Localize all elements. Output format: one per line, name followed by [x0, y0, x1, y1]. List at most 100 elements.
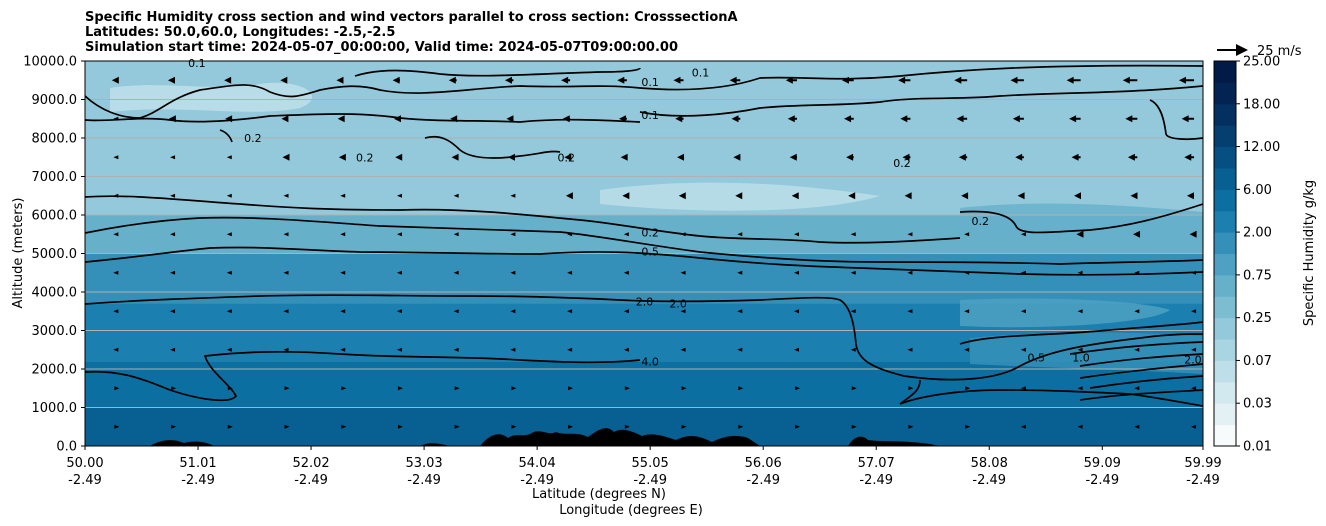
wind-arrowhead — [340, 270, 346, 275]
wind-vector — [729, 76, 741, 84]
wind-arrowhead — [225, 115, 233, 123]
wind-vector — [1127, 153, 1138, 161]
wind-vector — [789, 153, 797, 161]
contour-line — [219, 129, 233, 143]
wind-vector — [794, 386, 800, 391]
contour-line — [1079, 389, 1203, 401]
wind-arrowhead — [738, 386, 744, 391]
wind-vector — [1134, 270, 1140, 275]
contour-line — [85, 294, 1203, 381]
wind-arrowhead — [111, 76, 119, 84]
wind-arrowhead — [453, 232, 459, 237]
chart-title-line-3: Simulation start time: 2024-05-07_00:00:… — [85, 40, 678, 55]
colorbar-segment — [1214, 296, 1236, 319]
wind-vector — [341, 424, 347, 429]
wind-vector — [1069, 115, 1081, 123]
x-tick-label-latitude: 59.99 — [1184, 456, 1221, 471]
wind-arrowhead — [738, 424, 744, 429]
wind-vector — [850, 309, 856, 314]
wind-vector — [793, 309, 799, 314]
wind-vector — [170, 347, 176, 352]
wind-vector — [1191, 347, 1197, 352]
wind-vector — [397, 386, 403, 391]
colorbar-segment — [1214, 317, 1236, 340]
wind-vector — [731, 115, 741, 123]
x-tick-label-latitude: 52.02 — [292, 456, 329, 471]
wind-vector — [453, 232, 459, 237]
colorbar-segment — [1214, 146, 1236, 169]
wind-vector — [510, 193, 516, 198]
contour-line — [959, 321, 1203, 345]
wind-arrowhead — [956, 115, 964, 123]
wind-arrowhead — [1020, 347, 1026, 352]
wind-vector — [1134, 309, 1140, 314]
wind-vector — [113, 116, 119, 121]
wind-vector — [964, 232, 970, 237]
colorbar: 0.01 0.03 0.07 0.25 0.75 2.00 6.00 12.00 18.00 25… — [1213, 55, 1280, 455]
wind-arrowhead — [226, 270, 232, 275]
wind-arrowhead — [623, 270, 629, 275]
wind-vector — [395, 153, 403, 161]
x-tick-label-longitude: -2.49 — [520, 473, 554, 488]
wind-vector — [114, 386, 120, 391]
y-tick-label: 2000.0 — [32, 363, 78, 378]
contour-label: 0.2 — [972, 215, 990, 228]
wind-arrowhead — [171, 386, 177, 391]
wind-vector — [1184, 153, 1195, 161]
wind-vector — [1191, 270, 1197, 275]
wind-vector — [451, 153, 459, 161]
wind-arrowhead — [681, 424, 687, 429]
wind-vector — [1189, 230, 1197, 238]
wind-arrowhead — [1122, 76, 1130, 84]
wind-arrowhead — [898, 76, 906, 84]
wind-vector — [675, 115, 684, 123]
wind-arrowhead — [113, 116, 119, 121]
wind-arrowhead — [1077, 347, 1083, 352]
wind-vector — [567, 232, 573, 237]
wind-vector — [283, 347, 289, 352]
wind-vector — [340, 193, 346, 198]
wind-arrowhead — [793, 270, 799, 275]
wind-arrowhead — [561, 76, 569, 84]
wind-arrowhead — [453, 309, 459, 314]
wind-vector — [735, 192, 743, 200]
wind-arrowhead — [504, 76, 512, 84]
wind-arrowhead — [793, 232, 799, 237]
wind-arrowhead — [396, 232, 402, 237]
wind-arrowhead — [794, 386, 800, 391]
wind-vector — [737, 232, 743, 237]
wind-arrowhead — [735, 192, 743, 200]
x-tick-label-longitude: -2.49 — [181, 473, 215, 488]
wind-vector — [340, 270, 346, 275]
wind-vector — [568, 424, 574, 429]
wind-vector — [964, 270, 970, 275]
colorbar-segment — [1214, 189, 1236, 212]
wind-arrowhead — [170, 193, 176, 198]
wind-vector — [618, 115, 627, 123]
wind-vector — [1077, 347, 1083, 352]
wind-arrowhead — [1130, 192, 1138, 200]
wind-vector — [1186, 192, 1195, 200]
contour-line — [639, 85, 1203, 117]
wind-vector — [787, 115, 797, 123]
wind-arrowhead — [1015, 153, 1023, 161]
wind-vector — [680, 232, 686, 237]
wind-arrowhead — [958, 153, 966, 161]
wind-vector — [1066, 76, 1081, 84]
wind-vector — [1134, 386, 1140, 391]
x-tick-label-latitude: 51.01 — [179, 456, 216, 471]
wind-vector — [958, 153, 968, 161]
wind-vector — [738, 424, 744, 429]
wind-vector — [794, 424, 800, 429]
wind-vector — [791, 192, 799, 200]
wind-vector — [226, 270, 232, 275]
wind-arrowhead — [510, 193, 516, 198]
wind-arrowhead — [965, 424, 971, 429]
colorbar-segment — [1214, 403, 1236, 426]
wind-vector — [510, 270, 516, 275]
wind-arrowhead — [965, 386, 971, 391]
wind-arrowhead — [340, 347, 346, 352]
wind-vector — [171, 386, 177, 391]
wind-arrowhead — [114, 386, 120, 391]
wind-vector — [340, 232, 346, 237]
